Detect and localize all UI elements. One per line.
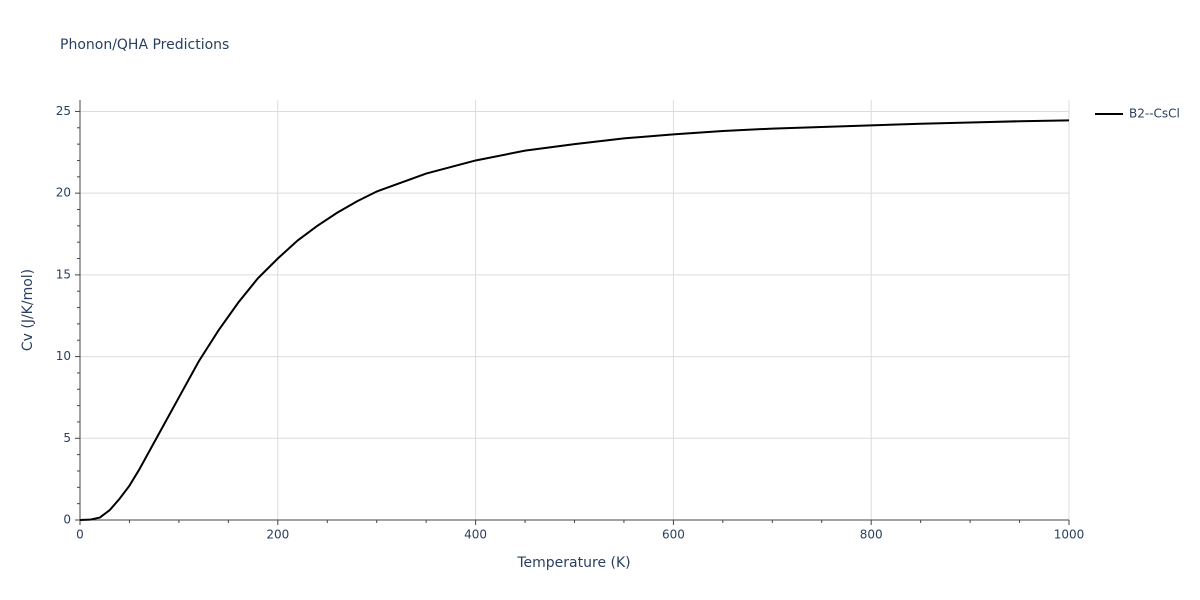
chart-title: Phonon/QHA Predictions (60, 37, 229, 53)
y-tick-label: 0 (63, 513, 71, 527)
x-tick-label: 400 (464, 528, 487, 542)
y-tick-label: 20 (56, 186, 71, 200)
x-tick-label: 800 (860, 528, 883, 542)
x-tick-label: 0 (76, 528, 84, 542)
legend-label: B2--CsCl (1129, 107, 1180, 121)
x-axis-label: Temperature (K) (516, 555, 630, 571)
x-tick-label: 1000 (1054, 528, 1085, 542)
x-tick-label: 200 (266, 528, 289, 542)
data-line (79, 119, 1070, 521)
x-tick-label: 600 (662, 528, 685, 542)
y-axis-label: Cv (J/K/mol) (20, 269, 36, 351)
y-tick-label: 15 (56, 267, 71, 281)
y-tick-label: 5 (63, 431, 71, 445)
y-tick-label: 10 (56, 349, 71, 363)
y-tick-label: 25 (56, 104, 71, 118)
